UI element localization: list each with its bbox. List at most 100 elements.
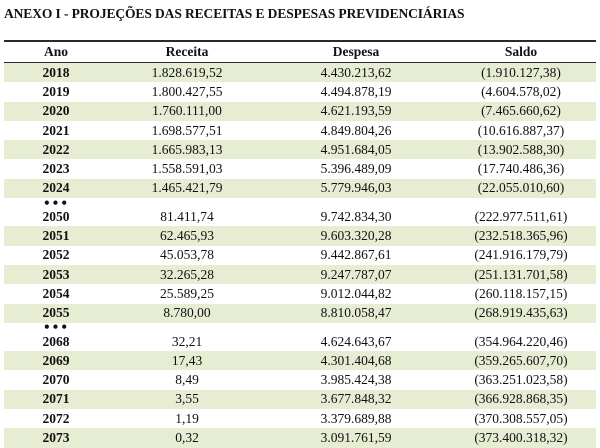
cell-despesa: 5.779.946,03 <box>320 180 392 196</box>
cell-despesa: 4.624.643,67 <box>320 333 392 349</box>
cell-ano: 2019 <box>42 83 70 99</box>
cell-ano: 2055 <box>42 305 70 321</box>
cell-despesa: 9.442.867,61 <box>320 247 392 263</box>
cell-receita: 32.265,28 <box>160 266 214 282</box>
table-row: 2051 62.465,93 9.603.320,28 (232.518.365,96… <box>4 226 596 246</box>
cell-ano: 2022 <box>42 141 70 157</box>
cell-saldo: (22.055.010,60) <box>477 180 565 196</box>
cell-saldo: (373.400.318,32) <box>474 429 568 445</box>
cell-receita: 1.698.577,51 <box>151 122 223 138</box>
cell-saldo: (359.265.607,70) <box>474 352 568 368</box>
cell-ano: 2070 <box>42 372 70 388</box>
cell-despesa: 4.494.878,19 <box>320 83 392 99</box>
cell-ano: 2071 <box>42 391 70 407</box>
cell-receita: 17,43 <box>171 352 203 368</box>
header-receita: Receita <box>165 44 209 59</box>
table-row: 2071 3,55 3.677.848,32 (366.928.868,35) <box>4 389 596 410</box>
cell-despesa: 8.810.058,47 <box>320 305 392 321</box>
cell-ano: 2021 <box>42 122 70 138</box>
cell-saldo: (241.916.179,79) <box>474 247 568 263</box>
cell-saldo: (7.465.660,62) <box>481 103 561 119</box>
ellipsis-separator: ••• <box>42 320 69 335</box>
table-row: 2070 8,49 3.985.424,38 (363.251.023,58) <box>4 370 596 389</box>
cell-receita: 32,21 <box>171 333 203 349</box>
ellipsis-separator: ••• <box>42 195 69 210</box>
cell-ano: 2050 <box>42 208 70 224</box>
cell-receita: 25.589,25 <box>160 285 214 301</box>
cell-saldo: (1.910.127,38) <box>481 64 561 80</box>
cell-receita: 1.558.591,03 <box>151 161 223 177</box>
cell-despesa: 4.951.684,05 <box>320 141 392 157</box>
table-row: 2020 1.760.111,00 4.621.193,59 (7.465.660,6… <box>4 101 596 121</box>
cell-despesa: 5.396.489,09 <box>320 161 392 177</box>
cell-receita: 81.411,74 <box>160 208 214 224</box>
table-row: 2054 25.589,25 9.012.044,82 (260.118.157,15… <box>4 284 596 303</box>
table-row: 2072 1,19 3.379.689,88 (370.308.557,05) <box>4 409 596 428</box>
table-row: 2050 81.411,74 9.742.834,30 (222.977.511,61… <box>4 207 596 226</box>
cell-despesa: 9.742.834,30 <box>320 208 392 224</box>
cell-saldo: (268.919.435,63) <box>474 305 568 321</box>
header-despesa: Despesa <box>332 44 380 59</box>
row-separator: ••• <box>4 320 596 335</box>
header-saldo: Saldo <box>504 44 538 59</box>
table-body: 2018 1.828.619,52 4.430.213,62 (1.910.127,3… <box>4 63 596 448</box>
cell-ano: 2054 <box>42 285 70 301</box>
table-row: 2023 1.558.591,03 5.396.489,09 (17.740.486,… <box>4 159 596 178</box>
cell-saldo: (13.902.588,30) <box>477 141 565 157</box>
cell-saldo: (17.740.486,36) <box>477 161 565 177</box>
cell-receita: 1.828.619,52 <box>151 64 223 80</box>
cell-ano: 2018 <box>42 64 70 80</box>
cell-ano: 2024 <box>42 180 70 196</box>
cell-ano: 2072 <box>42 410 70 426</box>
cell-receita: 1.665.983,13 <box>151 141 223 157</box>
table-header: Ano Receita Despesa Saldo <box>4 40 596 63</box>
cell-despesa: 4.621.193,59 <box>320 103 392 119</box>
table-row: 2024 1.465.421,79 5.779.946,03 (22.055.010,… <box>4 178 596 199</box>
cell-despesa: 3.985.424,38 <box>320 372 392 388</box>
cell-receita: 3,55 <box>175 391 199 407</box>
table-row: 2055 8.780,00 8.810.058,47 (268.919.435,63) <box>4 303 596 323</box>
table-row: 2068 32,21 4.624.643,67 (354.964.220,46) <box>4 332 596 351</box>
cell-despesa: 9.603.320,28 <box>320 228 392 244</box>
cell-despesa: 4.849.804,26 <box>320 122 392 138</box>
table-row: 2019 1.800.427,55 4.494.878,19 (4.604.578,0… <box>4 82 596 101</box>
cell-saldo: (366.928.868,35) <box>474 391 568 407</box>
cell-despesa: 9.012.044,82 <box>320 285 392 301</box>
cell-saldo: (232.518.365,96) <box>474 228 568 244</box>
cell-despesa: 4.430.213,62 <box>320 64 392 80</box>
cell-despesa: 3.677.848,32 <box>320 391 392 407</box>
cell-receita: 1.465.421,79 <box>151 180 223 196</box>
cell-ano: 2068 <box>42 333 70 349</box>
table-row: 2053 32.265,28 9.247.787,07 (251.131.701,58… <box>4 264 596 285</box>
table-row: 2073 0,32 3.091.761,59 (373.400.318,32) <box>4 428 596 448</box>
cell-ano: 2020 <box>42 103 70 119</box>
cell-receita: 8.780,00 <box>163 305 211 321</box>
cell-receita: 1.760.111,00 <box>152 103 222 119</box>
cell-receita: 1.800.427,55 <box>151 83 223 99</box>
cell-ano: 2051 <box>42 228 70 244</box>
table-row: 2022 1.665.983,13 4.951.684,05 (13.902.588,… <box>4 140 596 160</box>
cell-saldo: (370.308.557,05) <box>474 410 568 426</box>
cell-ano: 2073 <box>42 429 70 445</box>
cell-despesa: 3.091.761,59 <box>320 429 392 445</box>
cell-saldo: (251.131.701,58) <box>474 266 568 282</box>
cell-ano: 2023 <box>42 161 70 177</box>
cell-receita: 1,19 <box>175 410 199 426</box>
cell-receita: 45.053,78 <box>160 247 214 263</box>
cell-despesa: 9.247.787,07 <box>320 266 392 282</box>
cell-ano: 2052 <box>42 247 70 263</box>
projections-table: Ano Receita Despesa Saldo 2018 1.828.619,… <box>4 40 596 448</box>
cell-ano: 2069 <box>42 352 70 368</box>
cell-saldo: (363.251.023,58) <box>474 372 568 388</box>
cell-saldo: (354.964.220,46) <box>474 333 568 349</box>
cell-receita: 8,49 <box>175 372 199 388</box>
page-title: ANEXO I - PROJEÇÕES DAS RECEITAS E DESPE… <box>4 6 465 21</box>
cell-despesa: 4.301.404,68 <box>320 352 392 368</box>
cell-saldo: (10.616.887,37) <box>477 122 565 138</box>
table-row: 2021 1.698.577,51 4.849.804,26 (10.616.887,… <box>4 121 596 140</box>
table-row: 2069 17,43 4.301.404,68 (359.265.607,70) <box>4 351 596 371</box>
cell-despesa: 3.379.689,88 <box>320 410 392 426</box>
table-row: 2052 45.053,78 9.442.867,61 (241.916.179,79… <box>4 246 596 265</box>
header-ano: Ano <box>43 44 68 59</box>
cell-saldo: (260.118.157,15) <box>474 285 568 301</box>
